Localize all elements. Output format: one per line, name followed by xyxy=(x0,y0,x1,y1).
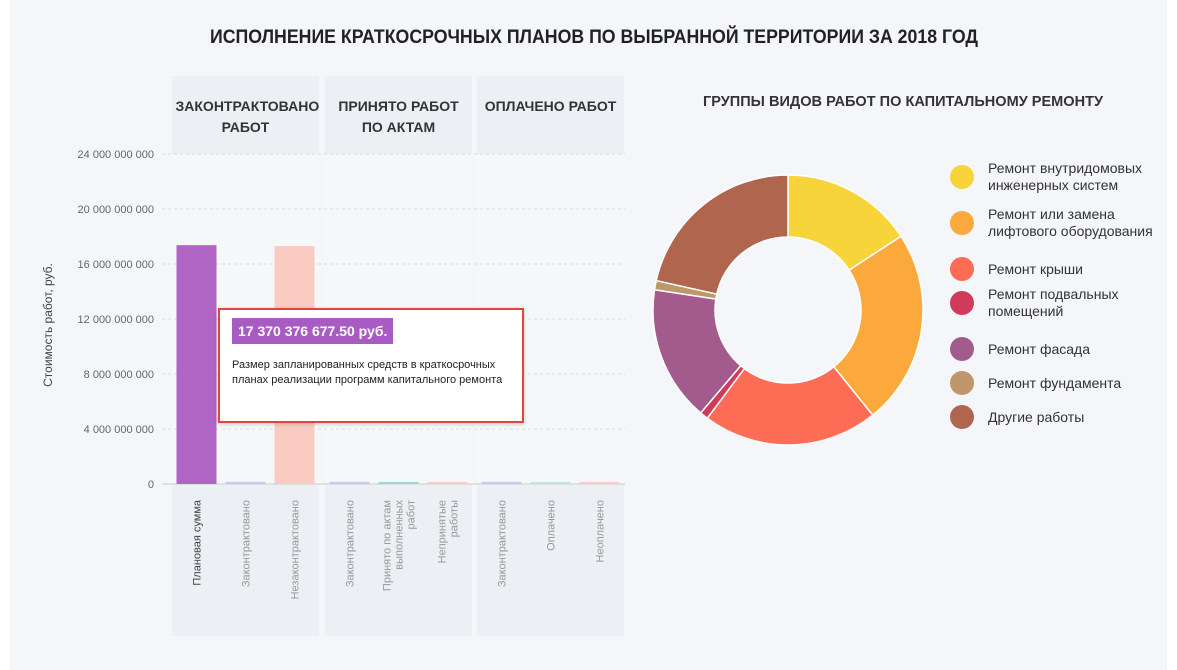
x-tick-label-line: Законтрактовано xyxy=(241,500,253,587)
bar xyxy=(530,482,571,484)
x-tick-label-line: Неоплачено xyxy=(595,500,607,562)
tooltip: 17 370 376 677.50 руб. Размер запланиров… xyxy=(218,308,524,423)
y-tick-label: 4 000 000 000 xyxy=(84,424,154,436)
x-tick-label-line: Законтрактовано xyxy=(497,500,509,587)
bar xyxy=(225,481,266,484)
x-tick-label: Плановая сумма xyxy=(192,499,204,585)
legend-label: Другие работы xyxy=(988,408,1085,425)
bar xyxy=(481,481,522,484)
legend-item: Ремонт фундамента xyxy=(950,366,1163,400)
x-tick-label-line: Плановая сумма xyxy=(192,499,204,585)
legend-marker xyxy=(950,165,974,189)
bar xyxy=(427,481,468,484)
legend-label: Ремонт или замена лифтового оборудования xyxy=(988,206,1153,239)
y-tick-label: 12 000 000 000 xyxy=(78,314,154,326)
x-tick-label: Неоплачено xyxy=(595,500,607,562)
legend-label: Ремонт подвальных помещений xyxy=(988,286,1119,319)
donut-slice xyxy=(655,174,789,295)
bar xyxy=(176,245,217,484)
panel-title: ПРИНЯТО РАБОТ ПО АКТАМ xyxy=(338,98,459,135)
legend-marker xyxy=(950,257,974,281)
legend-marker xyxy=(950,405,974,429)
donut-slice xyxy=(706,365,874,446)
panel-title: ОПЛАЧЕНО РАБОТ xyxy=(484,98,617,114)
x-tick-label-line: работ xyxy=(406,500,418,529)
bar xyxy=(378,482,419,484)
x-tick-label: Законтрактовано xyxy=(241,500,253,587)
legend-marker xyxy=(950,371,974,395)
legend-item: Ремонт внутридомовых инженерных систем xyxy=(950,160,1163,194)
x-tick-label-line: Оплачено xyxy=(546,500,558,551)
legend-item: Ремонт крыши xyxy=(950,252,1163,286)
x-tick-label-line: выполненных xyxy=(394,500,406,570)
x-tick-label-line: Законтрактовано xyxy=(345,500,357,587)
donut-title: ГРУППЫ ВИДОВ РАБОТ ПО КАПИТАЛЬНОМУ РЕМОН… xyxy=(703,93,1104,110)
legend-label: Ремонт внутридомовых инженерных систем xyxy=(988,160,1143,193)
y-tick-label: 8 000 000 000 xyxy=(84,369,154,381)
legend-marker xyxy=(950,211,974,235)
legend-label: Ремонт крыши xyxy=(988,260,1083,277)
x-tick-label: Законтрактовано xyxy=(497,500,509,587)
tooltip-text: Размер запланированных средств в краткос… xyxy=(232,359,503,386)
legend-item: Ремонт подвальных помещений xyxy=(950,286,1163,320)
donut-slice xyxy=(832,235,924,417)
x-tick-label-line: Непринятые xyxy=(437,500,449,563)
bar xyxy=(329,481,370,484)
x-tick-label-line: Принято по актам xyxy=(382,500,394,591)
bar xyxy=(579,481,620,484)
legend-marker xyxy=(950,337,974,361)
legend-item: Ремонт фасада xyxy=(950,332,1163,366)
x-tick-label: Оплачено xyxy=(546,500,558,551)
tooltip-value: 17 370 376 677.50 руб. xyxy=(232,318,394,344)
legend-label: Ремонт фундамента xyxy=(988,374,1122,391)
panel-title: ЗАКОНТРАКТОВАНО РАБОТ xyxy=(175,98,320,135)
y-tick-label: 24 000 000 000 xyxy=(78,149,154,161)
legend-item: Другие работы xyxy=(950,400,1163,434)
page-title: ИСПОЛНЕНИЕ КРАТКОСРОЧНЫХ ПЛАНОВ ПО ВЫБРА… xyxy=(210,26,978,48)
legend-label: Ремонт фасада xyxy=(988,340,1090,357)
x-tick-label: Непринятыеработы xyxy=(437,500,461,563)
y-tick-label: 20 000 000 000 xyxy=(78,204,154,216)
y-tick-label: 0 xyxy=(148,479,154,491)
legend-marker xyxy=(950,291,974,315)
x-tick-label-line: работы xyxy=(449,500,461,537)
y-tick-label: 16 000 000 000 xyxy=(78,259,154,271)
x-tick-label: Законтрактовано xyxy=(345,500,357,587)
x-tick-label: Принято по актамвыполненныхработ xyxy=(382,500,418,592)
x-tick-label: Незаконтрактовано xyxy=(290,500,302,599)
legend-item: Ремонт или замена лифтового оборудования xyxy=(950,206,1163,240)
y-axis-title: Стоимость работ, руб. xyxy=(41,263,55,387)
x-tick-label-line: Незаконтрактовано xyxy=(290,500,302,599)
